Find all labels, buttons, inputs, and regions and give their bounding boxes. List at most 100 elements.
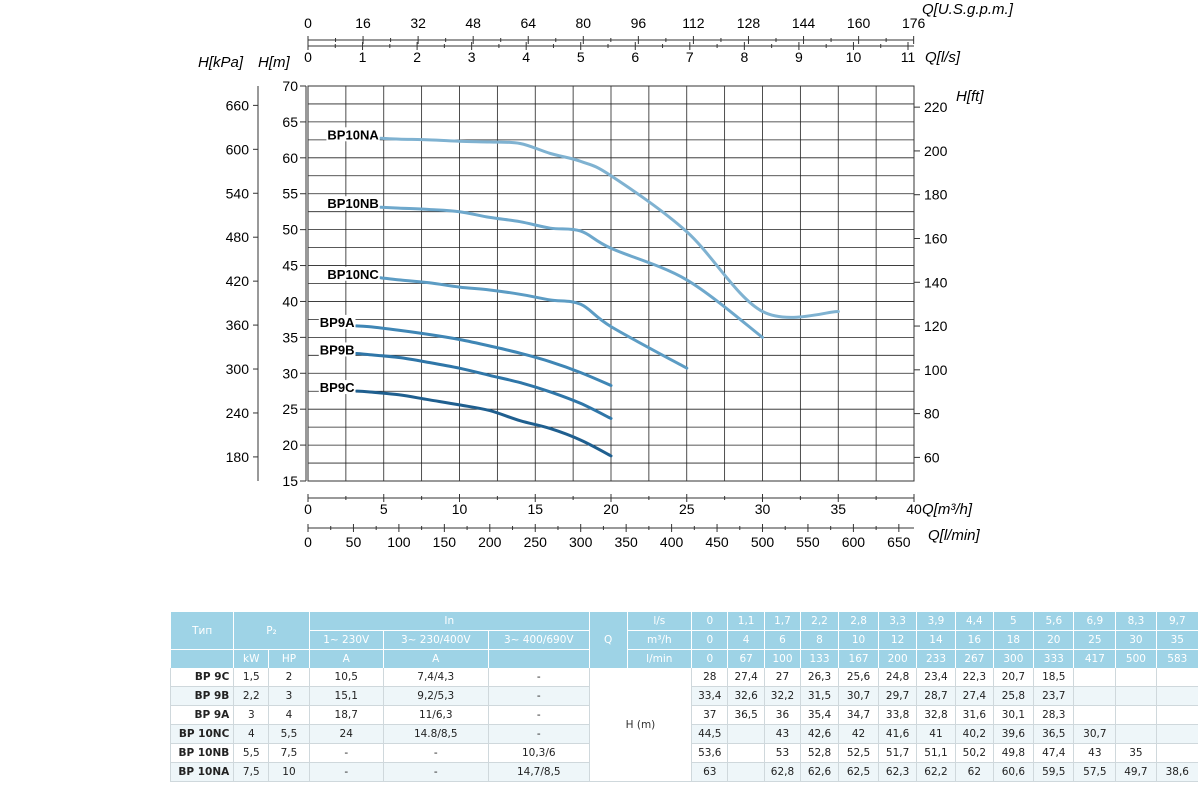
kw-cell: 5,5: [233, 743, 269, 763]
x-axis-title-lmin: Q[l/min]: [928, 527, 981, 544]
hp-cell: 3: [268, 686, 310, 706]
flow-lmin-cell: 167: [837, 649, 879, 668]
x-axis-title-usgpm: Q[U.S.g.p.m.]: [922, 1, 1014, 18]
tick-label: 600: [842, 534, 866, 550]
amp-1ph-cell: -: [308, 762, 384, 782]
flow-ls-cell: 1,7: [763, 611, 801, 631]
hp-cell: 4: [268, 705, 310, 725]
amp-3ph-cell: 14.8/8,5: [382, 724, 489, 744]
flow-ls-cell: 3,3: [878, 611, 917, 631]
head-value-cell: 62: [955, 762, 994, 782]
head-value-cell: 28,7: [915, 686, 956, 706]
voltage-header: 1~ 230V: [308, 630, 384, 650]
head-value-cell: 53,6: [691, 743, 728, 763]
tick-label: 176: [902, 15, 926, 31]
amp-header: A: [382, 649, 489, 668]
type-cell: BP 10NB: [169, 743, 234, 763]
type-cell: BP 9A: [169, 705, 234, 725]
tick-label: 35: [830, 501, 846, 517]
flow-lmin-cell: 500: [1115, 649, 1157, 668]
flow-lmin-cell: 0: [691, 649, 728, 668]
tick-label: 300: [226, 361, 250, 377]
tick-label: 6: [631, 49, 639, 65]
head-value-cell: 60,6: [992, 762, 1034, 782]
curve-label: BP9A: [320, 315, 355, 330]
curve-label: BP10NA: [327, 127, 379, 142]
amp-1ph-cell: 10,5: [308, 668, 384, 687]
kw-cell: 4: [233, 724, 269, 744]
head-value-cell: 23,7: [1033, 686, 1074, 706]
amp-3ph-cell: -: [382, 743, 489, 763]
tick-label: 65: [282, 114, 298, 130]
hp-cell: 5,5: [268, 724, 310, 744]
curve-bp9a: [355, 324, 613, 387]
tick-label: 0: [304, 534, 312, 550]
flow-m3h-cell: 12: [878, 630, 917, 650]
kw-cell: 3: [233, 705, 269, 725]
type-header: Тип: [169, 611, 234, 650]
head-value-cell: 43: [1073, 743, 1116, 763]
tick-label: 11: [901, 49, 916, 65]
table-row: BP 9C 1,5 2 10,5 7,4/4,3- H (m) 28 27,4 27 26,3 25…: [169, 668, 1198, 782]
spec-table: Тип P₂ In Q l/s 0 1,1 1,7 2,2 2,8 3,3 3,…: [169, 611, 1198, 782]
head-value-cell: [1155, 743, 1198, 763]
curve-bp10nc: [379, 276, 689, 370]
head-value-cell: [1073, 686, 1116, 706]
type-cell: BP 10NC: [169, 724, 234, 744]
tick-label: 144: [792, 15, 816, 31]
flow-lmin-cell: 133: [800, 649, 839, 668]
head-value-cell: 41: [915, 724, 956, 744]
head-value-cell: 49,8: [992, 743, 1034, 763]
curve-labels: BP10NA BP10NB BP10NC BP9A BP9B BP9C: [318, 127, 380, 395]
amp-header: A: [308, 649, 384, 668]
tick-label: 128: [737, 15, 761, 31]
voltage-header: 3~ 230/400V: [382, 630, 489, 650]
tick-label: 450: [705, 534, 729, 550]
tick-label: 150: [433, 534, 457, 550]
head-value-cell: 32,2: [763, 686, 801, 706]
curve-label-bg: [326, 127, 380, 142]
head-value-cell: 28: [691, 668, 728, 687]
tick-label: 5: [380, 501, 388, 517]
curve-bp9b: [355, 352, 613, 420]
head-value-cell: 26,3: [800, 668, 839, 687]
head-value-cell: 27,4: [955, 686, 994, 706]
tick-label: 48: [465, 15, 481, 31]
tick-label: 9: [795, 49, 803, 65]
head-value-cell: 51,7: [878, 743, 917, 763]
flow-unit-header: m³/h: [626, 630, 692, 650]
tick-label: 10: [846, 49, 862, 65]
tick-label: 15: [527, 501, 543, 517]
in-header: In: [308, 611, 590, 631]
head-value-cell: 37: [691, 705, 728, 725]
table-row: BP 10NA 7,5 10- -14,7/8,5 63 62,8 62,6 62,5 62,3…: [169, 762, 1198, 782]
head-value-cell: 31,5: [800, 686, 839, 706]
head-value-cell: 53: [763, 743, 801, 763]
head-value-cell: 35: [1115, 743, 1157, 763]
head-value-cell: 22,3: [955, 668, 994, 687]
flow-m3h-cell: 10: [837, 630, 879, 650]
amp-3ph-cell: 11/6,3: [382, 705, 489, 725]
flow-ls-cell: 0: [691, 611, 728, 631]
flow-lmin-cell: 417: [1073, 649, 1116, 668]
voltage-header: 3~ 400/690V: [487, 630, 590, 650]
tick-label: 70: [282, 78, 298, 94]
tick-label: 50: [282, 222, 298, 238]
tick-label: 660: [226, 97, 250, 113]
flow-ls-cell: 3,9: [915, 611, 956, 631]
amp-3ph-hv-cell: -: [487, 705, 590, 725]
amp-3ph-hv-cell: -: [487, 686, 590, 706]
flow-lmin-cell: 67: [727, 649, 765, 668]
head-value-cell: 52,5: [837, 743, 879, 763]
tick-label: 8: [740, 49, 748, 65]
tick-label: 2: [413, 49, 421, 65]
flow-m3h-cell: 18: [992, 630, 1034, 650]
amp-header-blank: [487, 649, 590, 668]
tick-label: 96: [631, 15, 647, 31]
flow-m3h-cell: 8: [800, 630, 839, 650]
flow-m3h-cell: 25: [1073, 630, 1116, 650]
type-header-blank: [169, 649, 234, 668]
curve-label-bg: [318, 314, 356, 329]
y-axis-title-m: H[m]: [258, 54, 290, 71]
head-value-cell: 36: [763, 705, 801, 725]
